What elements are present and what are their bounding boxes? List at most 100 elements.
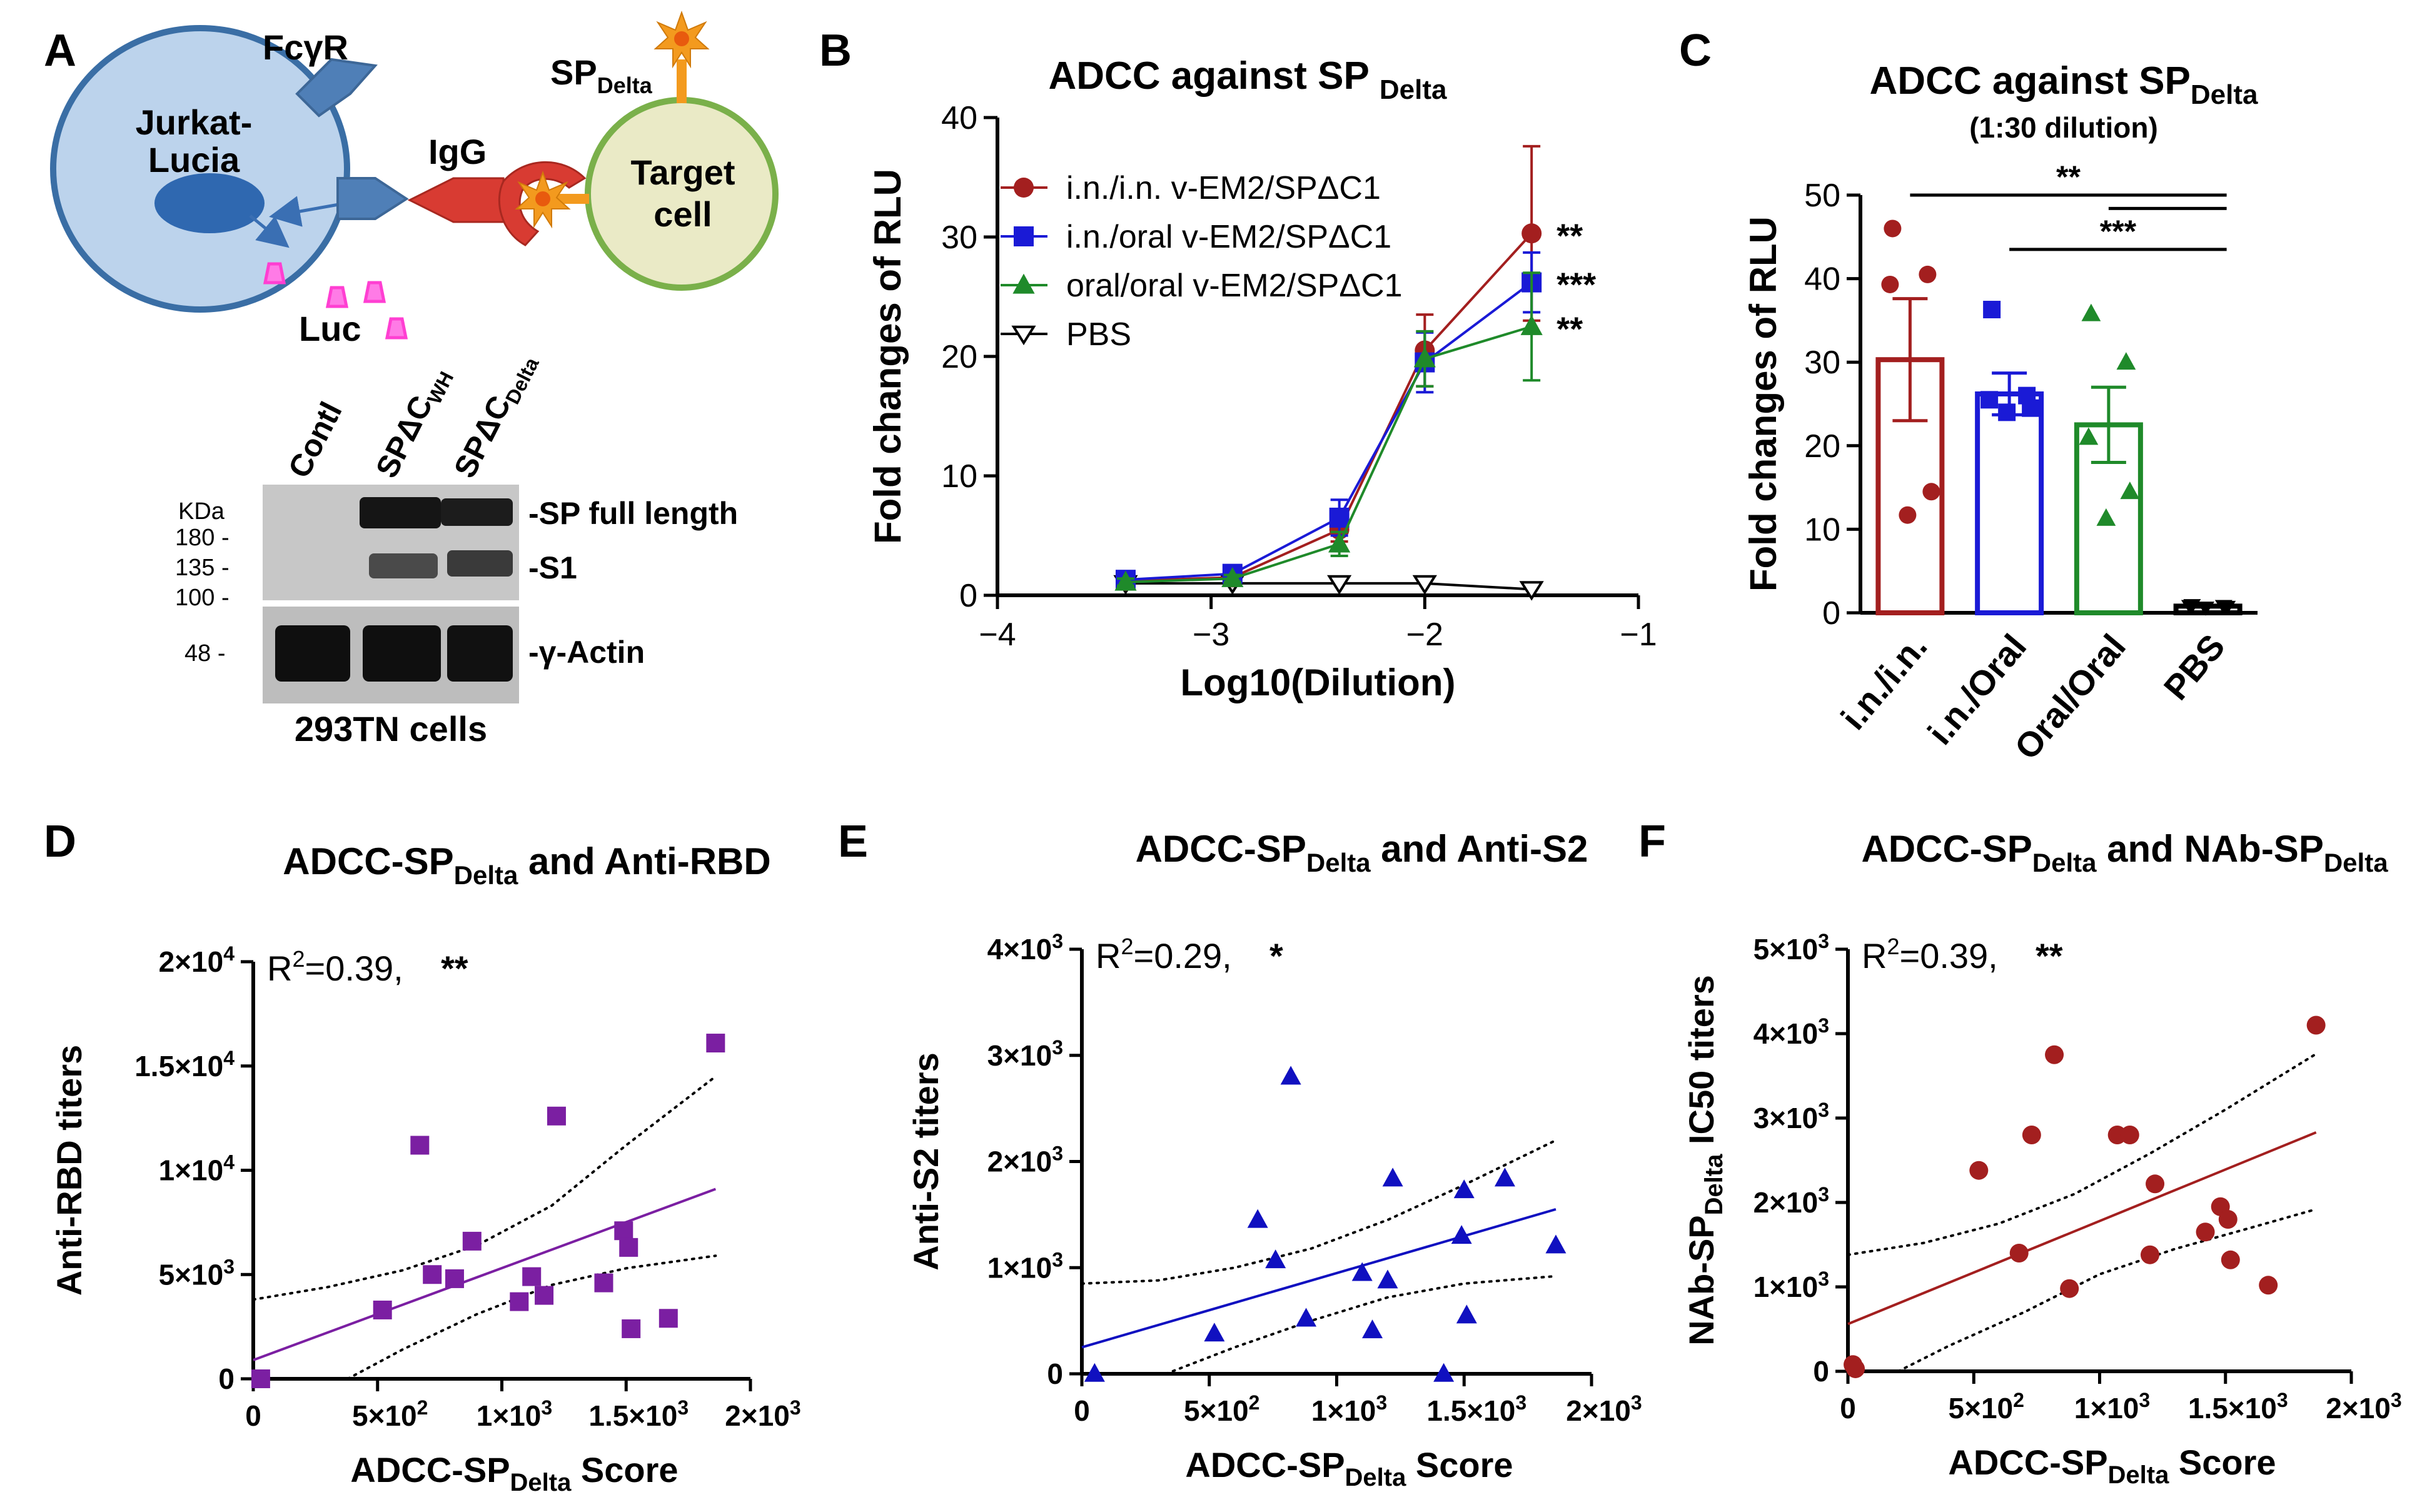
panel-c-letter: C — [1679, 26, 1712, 76]
data-point — [1494, 1167, 1515, 1187]
data-point — [614, 1221, 633, 1241]
x-tick-label: 1×103 — [477, 1396, 552, 1432]
significance-label: ** — [1557, 310, 1583, 348]
luc-label: Luc — [299, 309, 361, 348]
luciferase-icon — [263, 262, 286, 285]
x-tick-label: 1.5×103 — [2188, 1389, 2288, 1424]
data-point — [1413, 347, 1436, 368]
data-point — [2221, 1250, 2240, 1269]
igg-label: IgG — [428, 132, 487, 171]
x-tick-label: −3 — [1193, 617, 1229, 653]
data-point — [1520, 315, 1543, 335]
panel-letter: F — [1638, 817, 1666, 867]
blot-band-actin-3 — [447, 625, 513, 682]
blot-band-sp-delta — [441, 498, 513, 526]
bar — [1975, 391, 2044, 616]
data-point — [2146, 1174, 2165, 1194]
data-point — [547, 1106, 566, 1126]
blot-band-s1-wh — [369, 553, 438, 578]
band-label-sp: -SP full length — [528, 496, 738, 531]
data-point — [423, 1265, 442, 1284]
legend-label: i.n./oral v-EM2/SPΔC1 — [1066, 219, 1391, 255]
band-label-actin: -γ-Actin — [528, 635, 645, 670]
series-line — [1126, 582, 1532, 591]
x-axis-label: Log10(Dilution) — [1181, 662, 1456, 703]
data-point — [1969, 1161, 1989, 1180]
legend-label: PBS — [1066, 316, 1131, 353]
data-point — [1265, 1249, 1286, 1269]
data-point — [1327, 575, 1352, 595]
comparison-label: ** — [2056, 159, 2081, 194]
cell-nucleus — [154, 173, 265, 233]
luciferase-icons — [263, 262, 408, 340]
chart-title: ADCC against SPDelta — [1870, 59, 2258, 110]
panel-d-chart: D ADCC-SPDelta and Anti-RBD 0 5×103 1×104 1.5… — [44, 817, 801, 1496]
r-squared-annotation: R2=0.29, — [1096, 934, 1232, 975]
r-squared-annotation: R2=0.39, — [1862, 934, 1998, 975]
y-tick-label: 2×103 — [987, 1142, 1063, 1178]
y-tick-label: 40 — [941, 100, 977, 136]
chart-title: ADCC-SPDelta and NAb-SPDelta — [1861, 828, 2388, 877]
fcgr-receptor-right — [336, 177, 409, 220]
significance-label: ** — [2036, 936, 2063, 975]
x-tick-label: −4 — [979, 617, 1016, 653]
y-tick-label: 10 — [1804, 512, 1840, 548]
data-point — [1453, 1179, 1475, 1199]
data-point — [1899, 506, 1917, 524]
jurkat-label-2: Lucia — [148, 140, 240, 179]
signal-arrow-2 — [249, 214, 290, 248]
data-point — [510, 1292, 529, 1311]
x-tick-label: 5×102 — [1949, 1389, 2024, 1424]
y-axis-label: Anti-RBD titers — [49, 1045, 89, 1296]
data-point — [1221, 567, 1244, 587]
ci-lower — [1897, 1207, 2318, 1373]
lane-label-spdc-delta: SPΔCDelta — [447, 346, 543, 485]
data-point — [2141, 1245, 2159, 1264]
y-tick-label: 30 — [1804, 345, 1840, 381]
regression-line — [1847, 1131, 2317, 1326]
y-tick-label: 4×103 — [987, 930, 1063, 965]
x-tick-label: 1.5×103 — [588, 1396, 689, 1432]
target-cell — [585, 97, 779, 291]
y-tick-label: 0 — [1822, 595, 1840, 632]
spike-star-top — [653, 11, 710, 69]
x-axis-label: ADCC-SPDelta Score — [350, 1450, 678, 1496]
x-axis-label: ADCC-SPDelta Score — [1948, 1443, 2276, 1489]
lane-label-spdc-wh: SPΔCWH — [369, 360, 458, 485]
luciferase-icon — [325, 286, 349, 308]
marker-48: 48 - — [184, 640, 225, 667]
x-tick-label: 2×103 — [2326, 1389, 2401, 1424]
x-tick-label: 1×103 — [1311, 1391, 1387, 1427]
series-2 — [1114, 271, 1543, 591]
y-tick-label: 20 — [1804, 428, 1840, 465]
y-tick-label: 50 — [1804, 178, 1840, 214]
y-tick-label: 0 — [1047, 1358, 1063, 1390]
panel-f-chart: F ADCC-SPDelta and NAb-SPDelta 0 1×103 2×103… — [1638, 817, 2402, 1489]
x-tick-label: −2 — [1406, 617, 1443, 653]
data-point — [1521, 223, 1542, 244]
ci-upper — [252, 1075, 717, 1301]
data-point — [1247, 1209, 1268, 1228]
data-point — [594, 1273, 613, 1293]
chart-subtitle: (1:30 dilution) — [1969, 111, 2158, 144]
luciferase-icon — [385, 317, 408, 340]
data-point — [1433, 1363, 1455, 1382]
spike-star-side — [515, 171, 571, 229]
y-axis-label: Fold changes of RLU — [867, 169, 909, 544]
y-tick-label: 0 — [959, 578, 977, 614]
data-point — [2218, 600, 2236, 615]
data-point — [1922, 483, 1940, 501]
x-tick-label: 0 — [1840, 1392, 1856, 1424]
data-point — [2009, 1244, 2029, 1263]
data-point — [1351, 1262, 1373, 1281]
data-point — [1998, 403, 2016, 421]
ci-upper — [1847, 1052, 2318, 1256]
blot-band-actin-1 — [275, 625, 350, 682]
data-point — [2060, 1279, 2079, 1298]
y-tick-label: 3×103 — [987, 1036, 1063, 1072]
y-tick-label: 3×103 — [1753, 1099, 1829, 1134]
x-tick-label: −1 — [1620, 617, 1657, 653]
significance-label: * — [1269, 936, 1283, 975]
data-point — [706, 1034, 725, 1053]
